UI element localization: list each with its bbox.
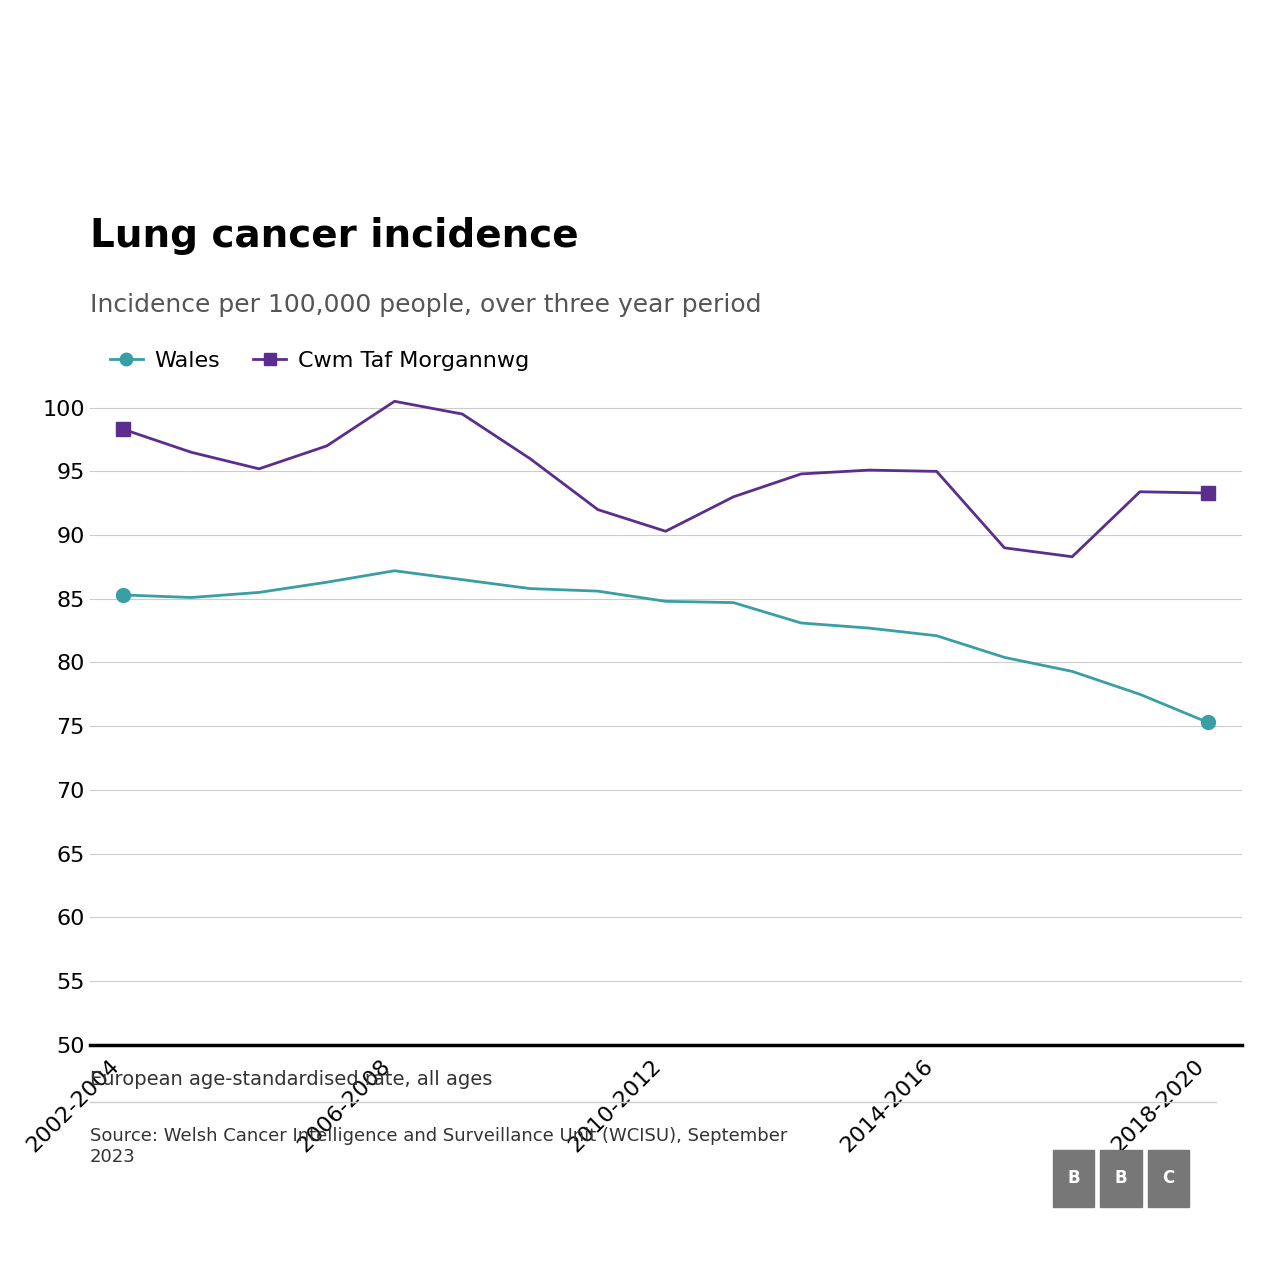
Text: B: B xyxy=(1115,1170,1128,1187)
Bar xyxy=(1052,1149,1094,1208)
Bar xyxy=(1101,1149,1142,1208)
Text: B: B xyxy=(1068,1170,1080,1187)
Legend: Wales, Cwm Taf Morgannwg: Wales, Cwm Taf Morgannwg xyxy=(101,343,538,380)
Bar xyxy=(1148,1149,1189,1208)
Text: Lung cancer incidence: Lung cancer incidence xyxy=(90,217,579,255)
Text: European age-standardised rate, all ages: European age-standardised rate, all ages xyxy=(90,1070,492,1089)
Text: C: C xyxy=(1162,1170,1175,1187)
Text: Source: Welsh Cancer Intelligence and Surveillance Unit (WCISU), September
2023: Source: Welsh Cancer Intelligence and Su… xyxy=(90,1127,787,1166)
Text: Incidence per 100,000 people, over three year period: Incidence per 100,000 people, over three… xyxy=(90,293,762,317)
